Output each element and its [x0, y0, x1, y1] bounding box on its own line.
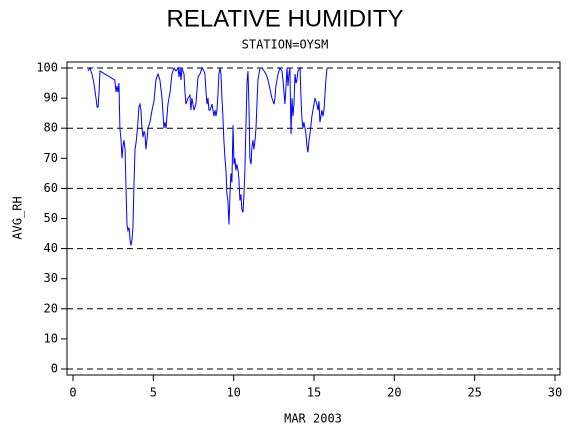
y-tick-label: 80 — [44, 121, 58, 135]
y-tick-label: 60 — [44, 181, 58, 195]
y-tick-label: 50 — [44, 211, 58, 225]
y-tick-label: 40 — [44, 241, 58, 255]
y-tick-label: 30 — [44, 271, 58, 285]
y-tick-label: 100 — [36, 61, 58, 75]
y-tick-label: 20 — [44, 301, 58, 315]
x-tick-label: 20 — [387, 386, 401, 400]
x-tick-label: 0 — [69, 386, 76, 400]
y-axis-label: AVG_RH — [11, 196, 25, 239]
y-tick-label: 0 — [51, 362, 58, 376]
chart-title: RELATIVE HUMIDITY — [167, 5, 404, 32]
x-tick-label: 10 — [226, 386, 240, 400]
y-tick-label: 90 — [44, 91, 58, 105]
y-tick-label: 10 — [44, 331, 58, 345]
x-tick-label: 25 — [467, 386, 481, 400]
x-tick-label: 15 — [307, 386, 321, 400]
x-tick-label: 30 — [548, 386, 562, 400]
chart-subtitle: STATION=OYSM — [242, 38, 329, 52]
data-line — [87, 66, 328, 246]
y-tick-label: 70 — [44, 151, 58, 165]
x-axis-label: MAR 2003 — [284, 412, 342, 426]
x-tick-label: 5 — [150, 386, 157, 400]
